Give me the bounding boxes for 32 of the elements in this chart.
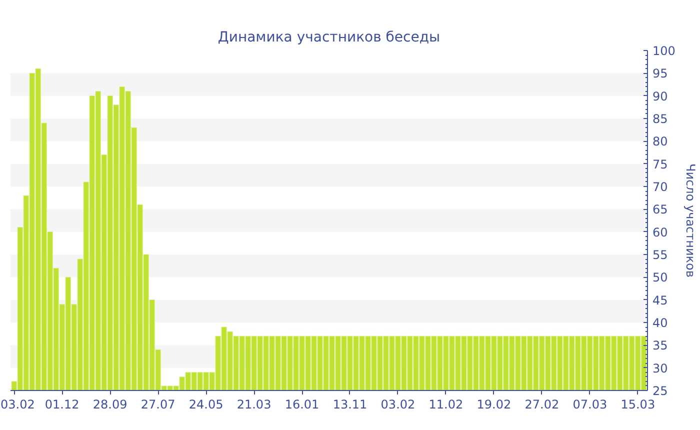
y-tick-label: 55	[652, 248, 668, 262]
x-tick-label: 21.03	[236, 398, 272, 412]
y-tick-label: 30	[652, 361, 668, 376]
y-tick-label: 85	[652, 112, 668, 126]
x-tick-label: 03.02	[0, 398, 35, 412]
y-tick-label: 75	[652, 157, 668, 172]
x-tick-label: 03.02	[380, 398, 416, 412]
y-tick-label: 35	[652, 338, 668, 353]
y-tick-label: 70	[652, 180, 668, 194]
y-tick-label: 25	[652, 384, 668, 398]
y-axis-title: Число участников	[683, 164, 698, 278]
x-tick-label: 15.03	[620, 398, 656, 412]
x-tick-label: 01.12	[44, 398, 80, 412]
y-tick-label: 40	[652, 316, 668, 330]
y-tick-label: 90	[652, 89, 668, 104]
x-tick-label: 24.05	[188, 398, 224, 412]
x-tick-label: 28.09	[92, 398, 128, 412]
x-tick-label: 11.02	[428, 398, 464, 412]
chart-title: Динамика участников беседы	[218, 30, 440, 46]
y-tick-label: 80	[652, 134, 668, 149]
y-tick-label: 95	[652, 66, 668, 81]
x-tick-label: 19.02	[476, 398, 512, 412]
x-tick-label: 27.07	[140, 398, 176, 412]
x-tick-label: 16.01	[284, 398, 320, 412]
x-tick-label: 07.03	[572, 398, 608, 412]
y-tick-label: 60	[652, 225, 668, 240]
y-tick-label: 50	[652, 270, 668, 285]
x-tick-label: 13.11	[332, 398, 368, 412]
y-tick-label: 65	[652, 202, 668, 217]
x-tick-label: 27.02	[524, 398, 560, 412]
y-tick-label: 100	[652, 44, 676, 58]
y-tick-label: 45	[652, 293, 668, 308]
